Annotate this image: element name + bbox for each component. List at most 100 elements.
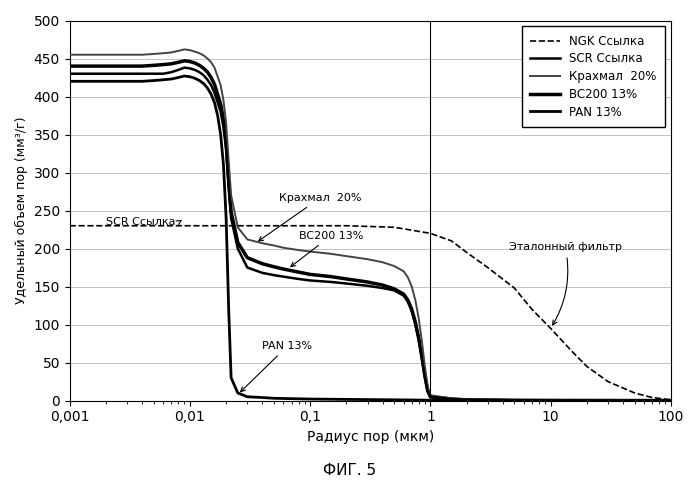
PAN 13% <box>159 77 168 83</box>
Крахмал  20% <box>199 53 208 58</box>
PAN 13% <box>390 397 398 403</box>
Крахмал  20% <box>363 256 372 262</box>
NGK Ссылка <box>667 397 675 403</box>
NGK Ссылка <box>167 223 175 228</box>
Text: SCR Ссылка: SCR Ссылка <box>106 217 181 227</box>
SCR Ссылка <box>400 293 408 298</box>
PAN 13% <box>426 398 435 403</box>
NGK Ссылка <box>547 326 555 331</box>
BC200 13% <box>667 398 675 403</box>
SCR Ссылка <box>174 67 182 73</box>
BC200 13% <box>426 394 435 399</box>
PAN 13% <box>667 398 675 403</box>
SCR Ссылка <box>342 281 350 286</box>
SCR Ссылка <box>547 398 555 403</box>
Крахмал  20% <box>418 339 426 344</box>
BC200 13% <box>306 271 315 277</box>
BC200 13% <box>66 63 74 69</box>
BC200 13% <box>203 69 212 75</box>
SCR Ссылка <box>167 69 175 75</box>
SCR Ссылка <box>203 77 212 83</box>
SCR Ссылка <box>418 356 426 362</box>
NGK Ссылка <box>222 223 231 228</box>
PAN 13% <box>150 78 158 84</box>
Line: BC200 13%: BC200 13% <box>70 61 671 400</box>
PAN 13% <box>227 375 236 381</box>
NGK Ссылка <box>568 348 576 354</box>
PAN 13% <box>195 78 203 84</box>
BC200 13% <box>199 66 208 71</box>
PAN 13% <box>191 75 199 81</box>
PAN 13% <box>233 390 242 396</box>
Крахмал  20% <box>378 259 387 265</box>
PAN 13% <box>217 132 225 138</box>
SCR Ссылка <box>462 397 470 403</box>
BC200 13% <box>378 282 387 288</box>
BC200 13% <box>180 58 189 64</box>
SCR Ссылка <box>159 71 168 77</box>
Line: PAN 13%: PAN 13% <box>70 76 671 400</box>
BC200 13% <box>217 101 225 107</box>
PAN 13% <box>306 396 315 402</box>
NGK Ссылка <box>447 238 456 244</box>
Крахмал  20% <box>222 120 231 126</box>
Крахмал  20% <box>174 48 182 54</box>
Крахмал  20% <box>159 50 168 56</box>
Крахмал  20% <box>630 398 639 403</box>
SCR Ссылка <box>327 279 336 285</box>
Text: Эталонный фильтр: Эталонный фильтр <box>509 242 622 325</box>
SCR Ссылка <box>150 71 158 77</box>
SCR Ссылка <box>243 265 252 270</box>
NGK Ссылка <box>510 285 519 291</box>
SCR Ссылка <box>224 185 233 191</box>
Крахмал  20% <box>280 245 288 251</box>
BC200 13% <box>138 63 146 69</box>
BC200 13% <box>411 319 419 325</box>
Крахмал  20% <box>138 52 146 57</box>
SCR Ссылка <box>667 398 675 403</box>
Text: Крахмал  20%: Крахмал 20% <box>259 193 361 241</box>
PAN 13% <box>167 76 175 82</box>
Line: Крахмал  20%: Крахмал 20% <box>70 49 671 400</box>
Крахмал  20% <box>294 247 303 253</box>
PAN 13% <box>199 81 208 86</box>
BC200 13% <box>280 266 288 272</box>
SCR Ссылка <box>378 285 387 291</box>
Крахмал  20% <box>180 46 189 52</box>
NGK Ссылка <box>150 223 158 228</box>
BC200 13% <box>342 276 350 282</box>
SCR Ссылка <box>306 278 315 284</box>
NGK Ссылка <box>426 230 435 236</box>
SCR Ссылка <box>404 299 412 305</box>
SCR Ссылка <box>294 276 303 282</box>
SCR Ссылка <box>447 396 456 402</box>
Крахмал  20% <box>447 396 456 401</box>
PAN 13% <box>243 394 252 399</box>
PAN 13% <box>180 73 189 79</box>
BC200 13% <box>210 82 219 87</box>
SCR Ссылка <box>258 270 266 276</box>
SCR Ссылка <box>270 272 278 278</box>
NGK Ссылка <box>484 265 492 270</box>
NGK Ссылка <box>426 230 435 236</box>
Крахмал  20% <box>224 158 233 164</box>
Крахмал  20% <box>415 315 423 321</box>
PAN 13% <box>258 395 266 400</box>
BC200 13% <box>390 286 398 292</box>
Крахмал  20% <box>342 253 350 259</box>
BC200 13% <box>222 139 231 145</box>
SCR Ссылка <box>415 337 423 342</box>
Крахмал  20% <box>186 47 194 53</box>
SCR Ссылка <box>191 67 199 73</box>
BC200 13% <box>400 291 408 297</box>
BC200 13% <box>186 58 194 64</box>
Крахмал  20% <box>306 249 315 255</box>
SCR Ссылка <box>210 90 219 96</box>
SCR Ссылка <box>408 308 416 314</box>
BC200 13% <box>159 62 168 68</box>
SCR Ссылка <box>421 375 429 381</box>
Line: NGK Ссылка: NGK Ссылка <box>70 226 671 400</box>
SCR Ссылка <box>363 283 372 289</box>
PAN 13% <box>222 215 231 221</box>
SCR Ссылка <box>199 72 208 78</box>
